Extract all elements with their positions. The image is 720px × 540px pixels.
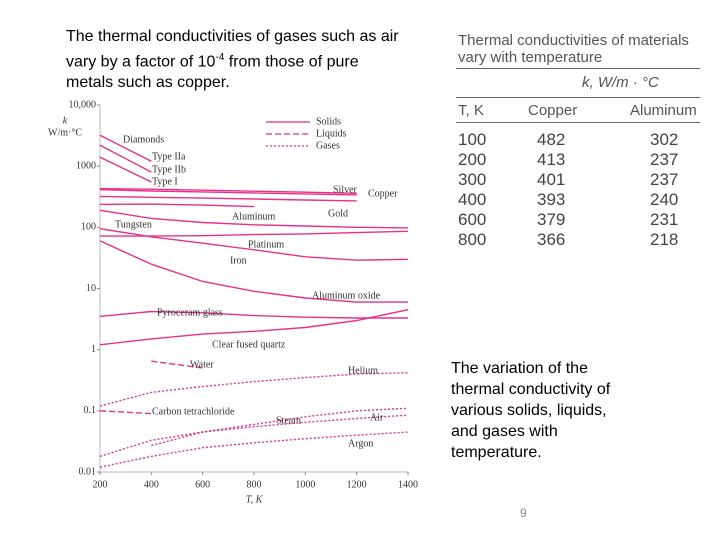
series-label: Water — [190, 359, 214, 370]
y-axis-label: k — [63, 115, 68, 126]
y-tick-label: 1 — [91, 344, 96, 355]
intro-part: from those of pure metals such as copper… — [66, 53, 359, 92]
table-cell: 413 — [537, 150, 566, 169]
series-label: Iron — [230, 255, 247, 266]
table-cell: 100 — [458, 130, 487, 149]
series-line — [99, 309, 409, 346]
y-tick-label: 0.1 — [84, 405, 97, 416]
series-label: Type IIa — [152, 151, 186, 162]
series-line — [99, 189, 357, 196]
series-line — [99, 310, 408, 319]
series-label: Air — [370, 412, 384, 423]
y-tick-label: 100 — [81, 222, 96, 233]
table-cell: 231 — [650, 210, 679, 229]
series-label: Platinum — [248, 239, 284, 250]
rule — [456, 97, 700, 98]
table-title: Thermal conductivities of materials — [458, 32, 689, 49]
series-line — [99, 144, 152, 173]
table-cell: 482 — [537, 130, 566, 149]
table-cell: 237 — [650, 150, 679, 169]
y-tick-label: 1000 — [76, 160, 96, 171]
table-cell: 401 — [537, 170, 566, 189]
series-line — [151, 407, 409, 447]
series-label: Clear fused quartz — [212, 339, 286, 350]
column-header: Copper — [528, 102, 578, 119]
table-cell: 600 — [458, 210, 487, 229]
series-line — [99, 209, 409, 229]
x-tick-label: 400 — [144, 479, 159, 490]
table-cell: 218 — [650, 230, 679, 249]
annotation: Diamonds — [123, 134, 164, 145]
table-cell: 237 — [650, 170, 679, 189]
series-label: Silver — [333, 184, 358, 195]
series-line — [99, 240, 408, 303]
x-tick-label: 1400 — [398, 479, 418, 490]
series-line — [99, 134, 152, 162]
series-label: Carbon tetrachloride — [152, 406, 235, 417]
x-tick-label: 200 — [93, 479, 108, 490]
series-label: Aluminum oxide — [312, 290, 381, 301]
intro-text: The thermal conductivities of gases such… — [66, 26, 406, 93]
table-cell: 366 — [537, 230, 566, 249]
table-cell: 800 — [458, 230, 487, 249]
table-cell: 240 — [650, 190, 679, 209]
intro-part: The thermal conductivities of gases such… — [66, 28, 399, 71]
series-line — [99, 410, 152, 415]
series-label: Helium — [348, 365, 378, 376]
x-axis-label: T, K — [246, 494, 264, 505]
column-header: Aluminum — [630, 102, 697, 119]
table-cell: 302 — [650, 130, 679, 149]
series-label: Type IIb — [152, 164, 186, 175]
series-line — [99, 431, 409, 468]
rule — [456, 122, 700, 123]
series-label: Copper — [368, 188, 398, 199]
table-cell: 379 — [537, 210, 566, 229]
x-tick-label: 1200 — [347, 479, 367, 490]
y-tick-label: 10,000 — [69, 99, 97, 110]
series-line — [99, 228, 409, 261]
table-cell: 393 — [537, 190, 566, 209]
series-label: Pyroceram glass — [157, 307, 223, 318]
series-label: Tungsten — [115, 219, 152, 230]
series-line — [99, 372, 409, 407]
series-label: Argon — [348, 438, 373, 449]
series-line — [99, 414, 409, 458]
legend-label: Gases — [316, 140, 340, 151]
legend-label: Liquids — [316, 128, 347, 139]
x-tick-label: 600 — [195, 479, 210, 490]
series-line — [99, 156, 152, 183]
column-header: T, K — [458, 102, 484, 119]
series-label: Steam — [276, 415, 301, 426]
page-number: 9 — [520, 506, 527, 520]
x-tick-label: 1000 — [295, 479, 315, 490]
y-tick-label: 10 — [86, 283, 96, 294]
intro-exponent: -4 — [215, 52, 225, 63]
series-line — [99, 195, 357, 202]
series-line — [99, 187, 357, 194]
x-tick-label: 800 — [247, 479, 262, 490]
series-label: Type I — [152, 176, 178, 187]
table-title: vary with temperature — [458, 49, 603, 66]
legend-label: Solids — [316, 116, 341, 127]
y-tick-label: 0.01 — [79, 466, 97, 477]
series-line — [99, 203, 255, 208]
series-label: Gold — [328, 208, 348, 219]
table-cell: 400 — [458, 190, 487, 209]
caption: The variation of the thermal conductivit… — [451, 360, 611, 461]
rule — [456, 68, 700, 69]
series-label: Aluminum — [232, 211, 276, 222]
y-axis-label: W/m·°C — [48, 127, 82, 138]
table-unit: k, W/m · °C — [582, 74, 659, 91]
table-cell: 200 — [458, 150, 487, 169]
table-cell: 300 — [458, 170, 487, 189]
